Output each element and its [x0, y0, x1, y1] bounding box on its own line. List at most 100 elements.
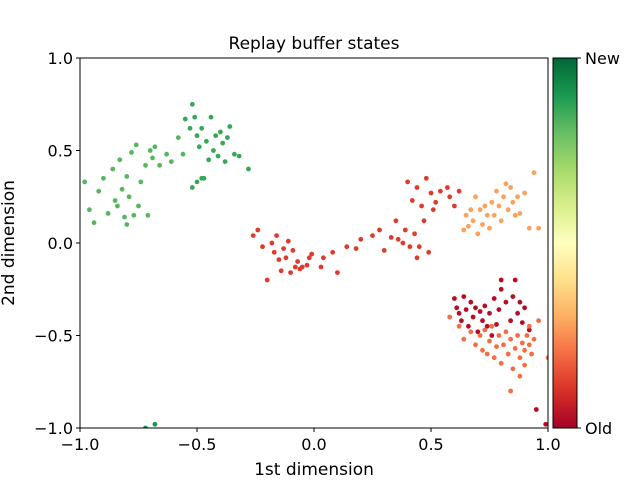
scatter-point [407, 244, 413, 250]
scatter-point [414, 255, 420, 261]
scatter-point [501, 194, 506, 200]
scatter-point [157, 162, 163, 168]
scatter-point [498, 286, 504, 292]
x-tick-label: −0.5 [178, 435, 217, 454]
scatter-point [421, 218, 427, 224]
scatter-point [463, 212, 469, 218]
y-tick-label: 0.0 [48, 234, 73, 253]
scatter-point [255, 227, 261, 233]
y-axis: −1.0 −0.5 0.0 0.5 1.0 [34, 49, 80, 438]
scatter-point [285, 238, 291, 244]
scatter-point [96, 188, 102, 194]
scatter-point [175, 135, 181, 141]
scatter-point [405, 179, 410, 185]
scatter-point [475, 231, 481, 237]
scatter-point [526, 225, 532, 231]
scatter-point [517, 299, 523, 305]
scatter-point [126, 194, 132, 200]
scatter-point [194, 133, 200, 139]
scatter-point [503, 299, 509, 305]
scatter-point [515, 310, 520, 316]
scatter-point [381, 248, 387, 253]
scatter-point [199, 175, 205, 181]
scatter-point [264, 277, 270, 283]
scatter-point [543, 421, 548, 427]
scatter-point [494, 344, 499, 349]
plot-frame [79, 57, 549, 429]
scatter-point [388, 235, 394, 240]
scatter-point [461, 336, 467, 342]
scatter-point [220, 140, 226, 146]
scatter-point [456, 188, 462, 194]
colorbar-label-old: Old [585, 419, 612, 438]
scatter-point [515, 194, 520, 200]
scatter-point [150, 155, 155, 161]
scatter-point [468, 207, 474, 213]
scatter-point [494, 322, 499, 327]
scatter-point [196, 144, 202, 150]
x-axis: −1.0 −0.5 0.0 0.5 1.0 [61, 428, 561, 454]
scatter-point [508, 388, 513, 394]
scatter-point [283, 255, 289, 261]
scatter-point [211, 148, 216, 153]
scatter-point [112, 198, 118, 203]
scatter-point [168, 159, 174, 165]
x-tick-label: −1.0 [61, 435, 100, 454]
scatter-point [517, 355, 523, 361]
scatter-point [489, 199, 495, 205]
scatter-point [213, 133, 219, 139]
scatter-point [187, 125, 193, 131]
scatter-point [491, 355, 497, 361]
scatter-point [505, 351, 511, 357]
scatter-point [517, 211, 523, 216]
scatter-point [131, 212, 137, 218]
scatter-point [304, 262, 310, 268]
scatter-point [438, 188, 443, 194]
y-tick-label: 0.5 [48, 142, 73, 161]
scatter-point [115, 203, 120, 209]
scatter-point [426, 249, 432, 255]
scatter-point [496, 333, 502, 338]
scatter-point [271, 249, 277, 255]
scatter-point [445, 185, 450, 190]
scatter-point [505, 207, 511, 213]
scatter-point [503, 181, 509, 187]
scatter-point [227, 124, 233, 129]
scatter-point [208, 114, 214, 120]
scatter-point [395, 236, 401, 242]
scatter-point [143, 162, 148, 168]
scatter-point [335, 270, 340, 275]
scatter-point [477, 333, 483, 338]
scatter-point [526, 323, 532, 329]
scatter-point [330, 249, 336, 255]
scatter-point [344, 244, 350, 250]
scatter-point [508, 318, 513, 324]
scatter-point [419, 203, 424, 209]
scatter-point [225, 135, 230, 141]
x-tick-label: 0.5 [418, 435, 443, 454]
scatter-point [480, 222, 485, 227]
scatter-point [489, 333, 495, 338]
scatter-point [199, 125, 205, 131]
scatter-point [452, 203, 457, 209]
scatter-point [400, 240, 406, 246]
scatter-point [145, 212, 151, 218]
scatter-point [529, 351, 534, 357]
scatter-point [512, 277, 518, 283]
scatter-point [204, 138, 209, 144]
scatter-point [496, 307, 502, 312]
scatter-point [232, 151, 237, 157]
scatter-point [512, 346, 518, 351]
scatter-point [524, 333, 530, 338]
scatter-point [452, 296, 457, 301]
scatter-point [409, 198, 415, 203]
scatter-point [136, 203, 141, 209]
scatter-point [295, 259, 300, 264]
scatter-point [124, 222, 130, 227]
colorbar [552, 57, 578, 429]
scatter-point [484, 351, 490, 357]
scatter-point [250, 233, 256, 239]
scatter-point [480, 318, 485, 324]
scatter-point [428, 190, 434, 196]
